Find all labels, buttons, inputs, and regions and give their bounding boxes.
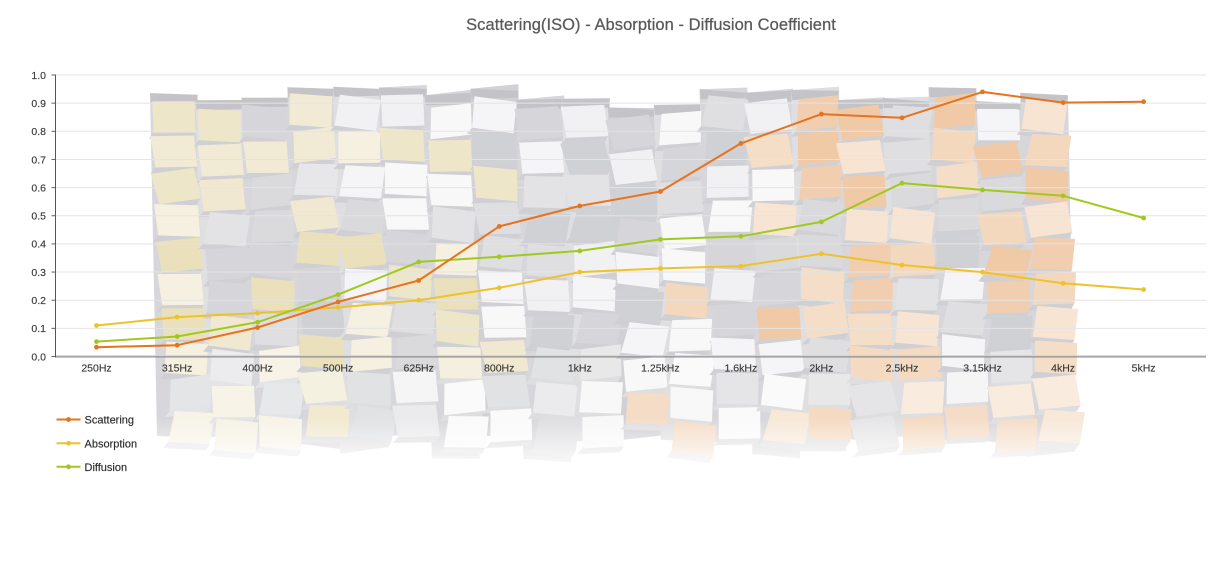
svg-text:Scattering: Scattering	[85, 415, 135, 427]
svg-text:Diffusion: Diffusion	[85, 462, 128, 474]
svg-text:2kHz: 2kHz	[809, 363, 833, 375]
svg-text:1.6kHz: 1.6kHz	[725, 363, 758, 375]
svg-text:0.8: 0.8	[31, 126, 46, 138]
svg-text:0.3: 0.3	[31, 267, 46, 279]
svg-text:0.4: 0.4	[31, 239, 46, 251]
svg-text:0.7: 0.7	[31, 154, 46, 166]
svg-text:1kHz: 1kHz	[568, 363, 592, 375]
svg-text:400Hz: 400Hz	[242, 363, 272, 375]
svg-text:5kHz: 5kHz	[1132, 363, 1156, 375]
svg-text:250Hz: 250Hz	[81, 363, 111, 375]
svg-text:315Hz: 315Hz	[162, 363, 192, 375]
svg-text:0.0: 0.0	[31, 351, 46, 363]
svg-text:3.15kHz: 3.15kHz	[963, 363, 1002, 375]
svg-text:500Hz: 500Hz	[323, 363, 353, 375]
svg-text:0.1: 0.1	[31, 323, 46, 335]
svg-text:2.5kHz: 2.5kHz	[886, 363, 919, 375]
svg-text:625Hz: 625Hz	[404, 363, 434, 375]
svg-text:0.2: 0.2	[31, 295, 46, 307]
svg-text:Scattering(ISO) - Absorption -: Scattering(ISO) - Absorption - Diffusion…	[466, 16, 836, 34]
svg-text:0.9: 0.9	[31, 98, 46, 110]
svg-text:800Hz: 800Hz	[484, 363, 514, 375]
svg-text:4kHz: 4kHz	[1051, 363, 1075, 375]
svg-text:0.6: 0.6	[31, 182, 46, 194]
svg-text:1.0: 1.0	[31, 70, 46, 82]
svg-text:1.25kHz: 1.25kHz	[641, 363, 680, 375]
svg-text:Absorption: Absorption	[85, 438, 138, 450]
svg-text:0.5: 0.5	[31, 211, 46, 223]
